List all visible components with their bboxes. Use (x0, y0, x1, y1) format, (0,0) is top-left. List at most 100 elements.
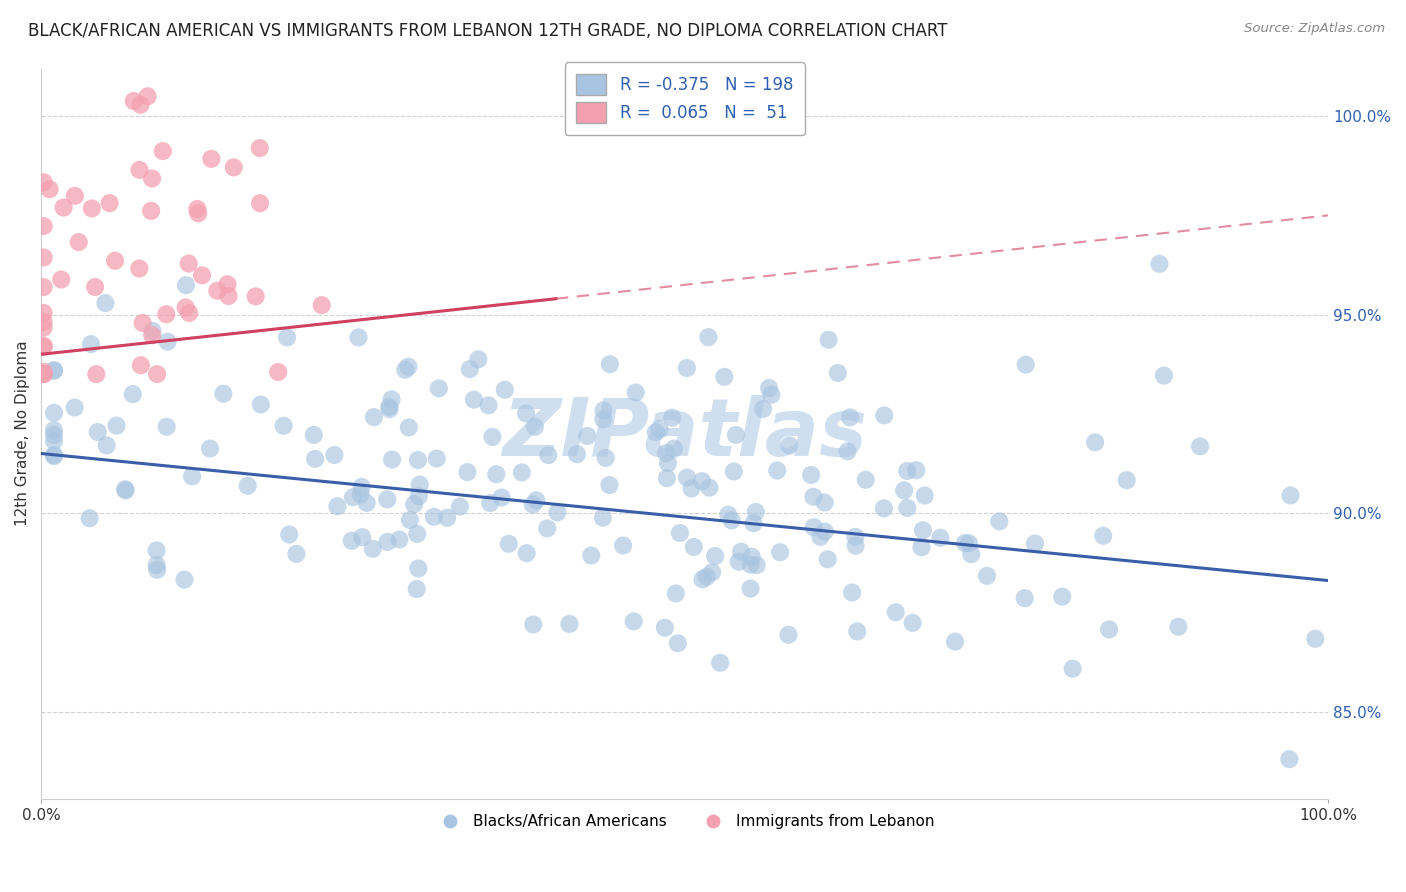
Point (666, 636, 689, 650)
Point (32, 251, 55, 265)
Point (654, 621, 676, 635)
Point (449, 500, 471, 514)
Point (394, 363, 416, 377)
Point (436, 510, 458, 524)
Point (278, 527, 301, 541)
Point (537, 448, 560, 462)
Point (42, 406, 65, 420)
Point (516, 546, 538, 560)
Point (212, 386, 235, 401)
Point (267, 365, 290, 379)
Point (612, 539, 634, 553)
Point (1115, 473, 1137, 487)
Point (145, 558, 167, 573)
Point (752, 401, 775, 416)
Point (32, 367, 55, 381)
Point (510, 466, 533, 480)
Point (398, 420, 420, 434)
Point (122, 94, 145, 108)
Point (177, 256, 200, 270)
Point (481, 430, 503, 444)
Point (340, 533, 363, 548)
Point (524, 493, 547, 508)
Point (717, 508, 740, 522)
Point (873, 409, 896, 423)
Point (720, 513, 742, 527)
Point (745, 558, 768, 573)
Point (522, 617, 544, 632)
Point (814, 495, 837, 509)
Point (408, 489, 430, 503)
Point (52, 201, 75, 215)
Point (42, 364, 65, 378)
Point (1014, 591, 1036, 606)
Point (121, 387, 143, 401)
Point (676, 470, 699, 484)
Point (200, 152, 222, 166)
Point (623, 615, 645, 629)
Point (273, 418, 295, 433)
Point (98, 196, 121, 211)
Point (988, 515, 1011, 529)
Point (378, 402, 401, 417)
Point (742, 516, 765, 531)
Point (42, 363, 65, 377)
Point (179, 306, 201, 320)
Point (595, 450, 617, 465)
Point (827, 366, 849, 380)
Point (142, 324, 165, 338)
Point (87, 425, 110, 439)
Point (644, 425, 666, 440)
Point (914, 489, 936, 503)
Point (1024, 536, 1046, 550)
Legend: Blacks/African Americans, Immigrants from Lebanon: Blacks/African Americans, Immigrants fro… (429, 808, 941, 835)
Point (697, 330, 720, 344)
Point (128, 261, 150, 276)
Point (592, 412, 614, 426)
Point (131, 316, 153, 330)
Point (1167, 620, 1189, 634)
Point (156, 334, 179, 349)
Point (32, 365, 55, 379)
Point (523, 420, 546, 434)
Point (145, 543, 167, 558)
Point (576, 429, 599, 443)
Point (810, 530, 832, 544)
Point (657, 456, 679, 470)
Point (32, 175, 55, 189)
Point (800, 468, 823, 483)
Point (174, 301, 197, 315)
Point (758, 381, 780, 395)
Point (347, 330, 370, 344)
Point (63, 189, 86, 203)
Point (845, 539, 868, 553)
Point (94, 296, 117, 310)
Point (326, 500, 349, 514)
Point (249, 141, 271, 155)
Point (32, 320, 55, 334)
Point (803, 490, 825, 504)
Point (399, 513, 422, 527)
Point (136, 89, 159, 103)
Point (174, 278, 197, 293)
Point (778, 438, 800, 452)
Y-axis label: 12th Grade, No Diploma: 12th Grade, No Diploma (15, 341, 30, 526)
Point (84, 280, 107, 294)
Point (381, 452, 404, 467)
Point (114, 483, 136, 497)
Point (911, 523, 934, 537)
Point (682, 540, 704, 554)
Point (960, 547, 983, 561)
Point (155, 307, 177, 321)
Point (910, 540, 932, 554)
Point (479, 496, 502, 510)
Point (844, 530, 866, 544)
Point (477, 398, 499, 412)
Point (84, 367, 107, 381)
Point (350, 487, 373, 501)
Point (245, 289, 267, 303)
Point (32, 219, 55, 233)
Point (32, 306, 55, 320)
Point (681, 482, 703, 496)
Point (129, 97, 152, 112)
